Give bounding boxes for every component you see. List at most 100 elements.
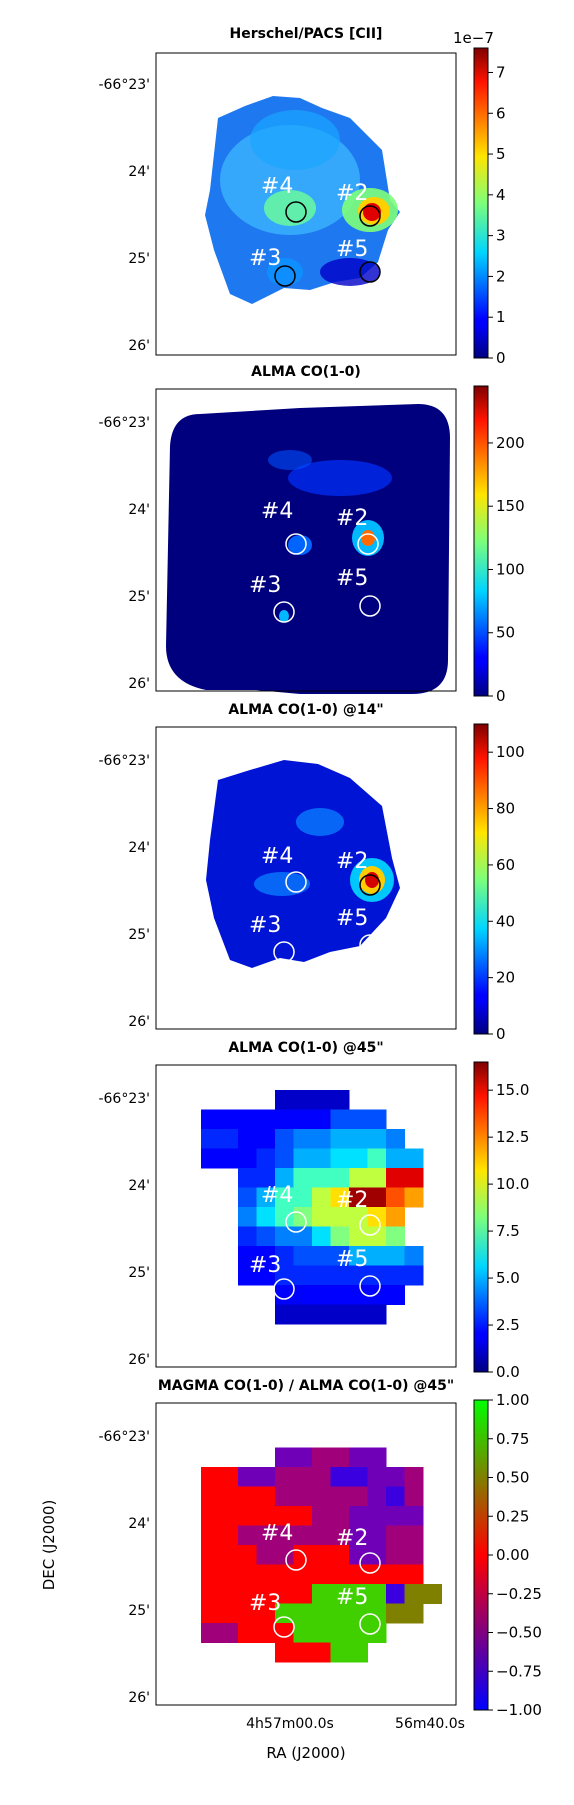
colorbar-tick-label: 15.0	[496, 1081, 529, 1099]
map-pixel	[238, 1246, 257, 1266]
map-pixel	[312, 1486, 331, 1507]
colorbar: 0 50 100 150 200	[473, 385, 525, 705]
dec-ticks: -66°23' 24' 25' 26'	[98, 1091, 150, 1368]
map-pixel	[386, 1285, 405, 1305]
colorbar: −1.00 −0.75 −0.50 −0.25 0.00 0.25 0.50 0.75 1.00	[473, 1391, 542, 1719]
colorbar-tick-label: 0	[496, 687, 506, 705]
map-pixel	[349, 1506, 368, 1526]
map-pixel	[349, 1168, 368, 1188]
map-pixel	[367, 1564, 387, 1585]
map-pixel	[312, 1187, 331, 1208]
plot-frame	[155, 388, 457, 692]
colorbar-tick-label: 2	[496, 267, 506, 285]
map-pixel	[330, 1304, 350, 1325]
emission-blob	[254, 872, 310, 896]
map-pixel	[404, 1265, 424, 1286]
source-label: #5	[336, 1585, 368, 1610]
map-pixel	[312, 1584, 331, 1604]
map-pixel	[312, 1265, 331, 1286]
map-pixel	[256, 1246, 276, 1266]
source-label: #3	[249, 246, 281, 271]
source-label: #2	[336, 1188, 368, 1213]
map-pixel	[404, 1603, 424, 1624]
map-pixel	[349, 1285, 368, 1305]
map-pixel	[275, 1168, 294, 1188]
map-pixel	[349, 1545, 368, 1565]
map-pixel	[404, 1525, 424, 1546]
dec-tick-label: 25'	[128, 1265, 150, 1281]
panel-title: ALMA CO(1-0) @45"	[228, 1040, 383, 1056]
map-pixel	[293, 1623, 313, 1643]
colorbar-tick-label: 0	[496, 1025, 506, 1043]
colorbar-gradient	[473, 385, 489, 697]
colorbar-tick-label: 100	[496, 560, 525, 578]
map-pixel	[367, 1603, 387, 1624]
map-pixel	[275, 1545, 294, 1565]
map-pixel	[275, 1246, 294, 1266]
emission-blob	[268, 450, 312, 470]
map-pixel	[312, 1525, 331, 1546]
map-pixel	[275, 1090, 294, 1110]
map-pixel	[293, 1285, 313, 1305]
map-pixel	[256, 1129, 276, 1149]
colorbar-tick-label: 5	[496, 145, 506, 163]
colorbar-tick-label: 10.0	[496, 1175, 529, 1193]
source-label: #5	[336, 1247, 368, 1272]
map-pixel	[201, 1109, 220, 1130]
map-pixel	[386, 1467, 405, 1487]
source-marker	[359, 205, 381, 227]
map-pixel	[349, 1467, 368, 1487]
map-pixel	[349, 1525, 368, 1546]
map-pixel	[349, 1304, 368, 1325]
dec-tick-label: 24'	[128, 164, 150, 180]
colorbar-offset-label: 1e−7	[453, 29, 494, 47]
dec-ticks: -66°23' 24' 25' 26'	[98, 753, 150, 1030]
source-label: #4	[261, 1183, 293, 1208]
map-pixel	[330, 1187, 350, 1208]
colorbar-tick-label: 0.25	[496, 1507, 529, 1525]
map-pixel	[386, 1168, 405, 1188]
map-pixel	[275, 1226, 294, 1247]
dec-tick-label: 25'	[128, 251, 150, 267]
map-pixel	[293, 1246, 313, 1266]
map-pixel	[367, 1265, 387, 1286]
source-marker	[273, 1278, 295, 1300]
map-pixel	[293, 1467, 313, 1487]
map-pixel	[293, 1525, 313, 1546]
source-marker	[359, 1214, 381, 1236]
dec-tick-label: -66°23'	[98, 1091, 150, 1107]
map-pixel	[404, 1168, 424, 1188]
map-pixel	[312, 1506, 331, 1526]
map-image	[166, 404, 450, 694]
map-pixel	[312, 1603, 331, 1624]
map-pixel	[293, 1090, 313, 1110]
map-pixel	[349, 1584, 368, 1604]
map-pixel	[293, 1148, 313, 1169]
map-pixel	[367, 1467, 387, 1487]
map-pixel	[238, 1265, 257, 1286]
map-pixel	[201, 1148, 220, 1169]
map-pixel	[275, 1304, 294, 1325]
map-pixel	[238, 1623, 257, 1643]
panel-cii: Herschel/PACS [CII] #2 #3 #4 #5 -66°23' …	[98, 26, 505, 367]
map-pixel	[349, 1207, 368, 1227]
source-marker	[359, 261, 381, 283]
map-pixel	[312, 1285, 331, 1305]
source-marker	[359, 874, 381, 896]
colorbar-tick-label: 3	[496, 227, 506, 245]
colorbar-tick-label: 0.75	[496, 1430, 529, 1448]
map-pixel	[386, 1207, 405, 1227]
map-pixel	[386, 1148, 405, 1169]
dec-tick-label: 25'	[128, 589, 150, 605]
map-pixel	[219, 1148, 239, 1169]
plot-frame	[155, 52, 457, 356]
map-pixel	[275, 1187, 294, 1208]
map-pixel	[330, 1584, 350, 1604]
map-pixel	[293, 1584, 313, 1604]
map-pixel	[367, 1285, 387, 1305]
colorbar-tick-label: 60	[496, 856, 515, 874]
map-pixel	[238, 1525, 257, 1546]
dec-tick-label: 24'	[128, 502, 150, 518]
map-pixel	[404, 1584, 424, 1604]
map-pixel	[330, 1467, 350, 1487]
